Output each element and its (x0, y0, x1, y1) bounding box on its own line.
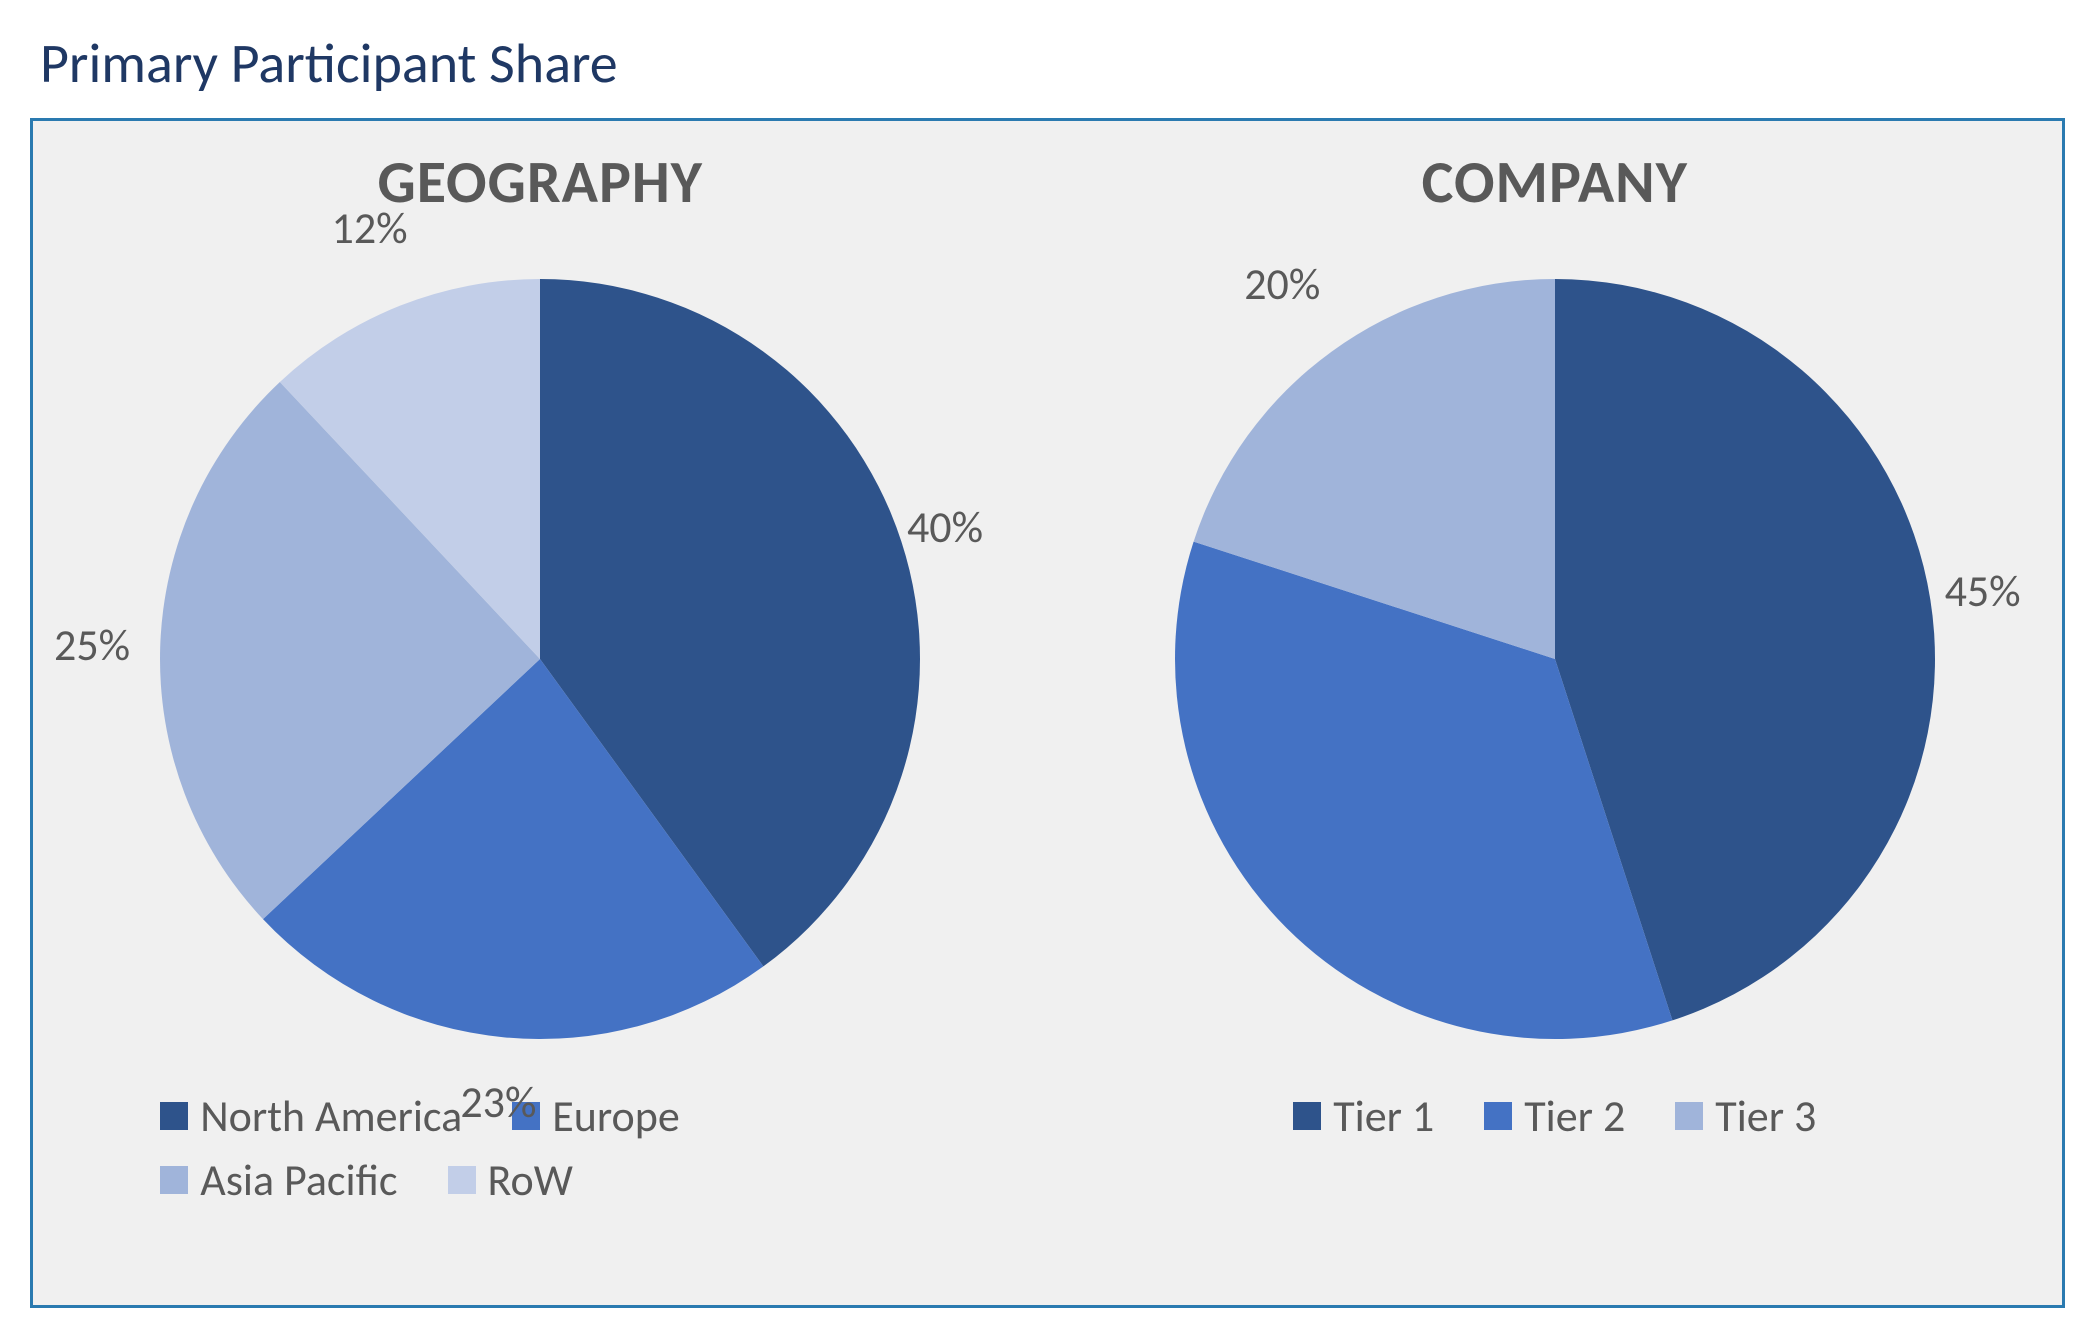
legend-swatch (1293, 1102, 1321, 1130)
company-pie-chart: 45%35%20% (1105, 249, 2005, 1069)
pie-svg (1105, 249, 2005, 1069)
legend-item-tier-3: Tier 3 (1675, 1089, 1816, 1143)
geography-chart-column: GEOGRAPHY 40%23%25%12% North America Euro… (33, 121, 1048, 1305)
legend-label: Tier 3 (1715, 1089, 1816, 1143)
legend-label: North America (200, 1089, 462, 1143)
geography-legend: North America Europe Asia Pacific RoW (160, 1089, 920, 1207)
slice-label-row: 12% (332, 201, 408, 255)
geography-pie-chart: 40%23%25%12% (90, 249, 990, 1069)
legend-swatch (1675, 1102, 1703, 1130)
legend-swatch (1484, 1102, 1512, 1130)
slice-label-europe: 23% (460, 1075, 536, 1129)
legend-item-north-america: North America (160, 1089, 462, 1143)
geography-chart-title: GEOGRAPHY (378, 146, 703, 219)
legend-swatch (448, 1166, 476, 1194)
legend-item-tier-2: Tier 2 (1484, 1089, 1625, 1143)
legend-swatch (160, 1166, 188, 1194)
legend-swatch (160, 1102, 188, 1130)
legend-item-tier-1: Tier 1 (1293, 1089, 1434, 1143)
legend-item-asia-pacific: Asia Pacific (160, 1153, 397, 1207)
legend-label: Tier 1 (1333, 1089, 1434, 1143)
legend-label: Tier 2 (1524, 1089, 1625, 1143)
page-title: Primary Participant Share (0, 0, 2095, 118)
charts-panel: GEOGRAPHY 40%23%25%12% North America Euro… (30, 118, 2065, 1308)
legend-label: Asia Pacific (200, 1153, 397, 1207)
company-chart-column: COMPANY 45%35%20% Tier 1 Tier 2 Tier 3 (1048, 121, 2063, 1305)
legend-label: Europe (552, 1089, 679, 1143)
company-chart-title: COMPANY (1422, 146, 1688, 219)
legend-item-row: RoW (448, 1153, 573, 1207)
pie-svg (90, 249, 990, 1069)
legend-label: RoW (488, 1153, 573, 1207)
company-legend: Tier 1 Tier 2 Tier 3 (1293, 1089, 1816, 1143)
legend-item-europe: Europe (512, 1089, 679, 1143)
